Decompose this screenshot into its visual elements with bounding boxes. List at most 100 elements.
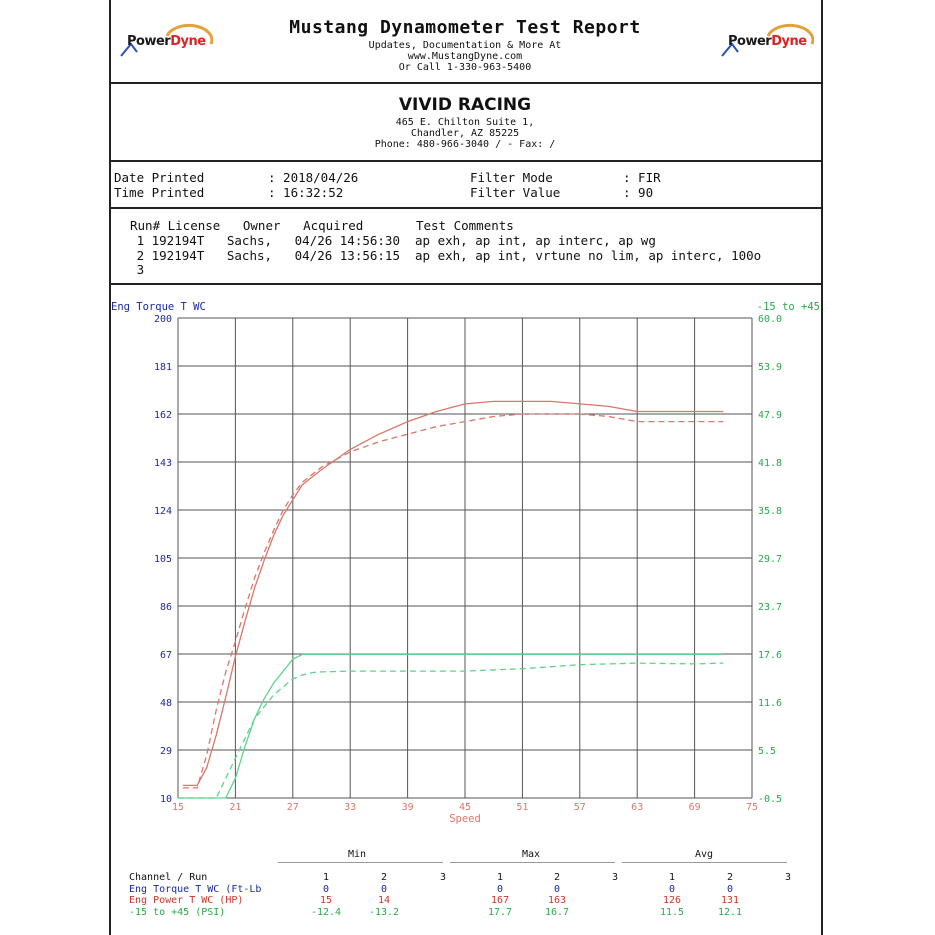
shop-address-1: 465 E. Chilton Suite 1, [395,117,535,128]
powerdyne-logo-right: PowerDyne [718,22,814,66]
left-tick-label: 29 [160,746,172,757]
x-tick-label: 45 [459,802,471,813]
x-tick-label: 57 [574,802,586,813]
filter-mode-label: Filter Mode [470,170,553,185]
right-tick-label: 11.6 [758,698,782,709]
left-tick-label: 48 [160,698,172,709]
x-tick-label: 21 [229,802,241,813]
run-row: 3 [114,262,145,277]
stats-cell-avg: 0 [726,883,734,895]
divider [109,207,823,209]
min-header: Min [348,849,367,860]
stats-row-label: Eng Torque T WC (Ft-Lb [129,883,262,895]
header-line: Updates, Documentation & More At [368,40,562,51]
shop-name: VIVID RACING [398,95,532,115]
x-tick-label: 39 [402,802,414,813]
stats-cell-max: 163 [547,895,567,906]
x-tick-label: 69 [689,802,701,813]
right-tick-label: 5.5 [758,746,776,757]
powerdyne-logo-left: PowerDyne [117,22,213,66]
run-row: 1 192194T Sachs, 04/26 14:56:30 ap exh, … [114,233,656,248]
stats-cell-max: 17.7 [487,906,513,918]
left-tick-label: 181 [154,362,172,373]
x-tick-label: 63 [631,802,643,813]
stats-cell-min: 1 [322,872,330,883]
right-tick-label: 17.6 [758,650,782,661]
stats-row-label: Eng Power T WC (HP) [129,895,244,906]
stats-cell-avg: 12.1 [717,906,743,918]
report-sheet [109,0,823,935]
date-value: : 2018/04/26 [268,170,359,185]
stats-cell-avg: 3 [784,872,792,883]
stats-cell-max: 2 [553,872,561,883]
shop-phone: Phone: 480-966-3040 / - Fax: / [374,139,556,150]
stats-cell-avg: 11.5 [659,906,685,918]
right-tick-label: 35.8 [758,506,782,517]
x-axis-title: Speed [449,813,481,825]
left-tick-label: 105 [154,554,172,565]
divider [109,160,823,162]
left-tick-label: 10 [160,794,172,805]
right-tick-label: 41.8 [758,458,782,469]
stats-row-label: -15 to +45 (PSI) [129,906,226,918]
x-tick-label: 33 [344,802,356,813]
left-axis-title: Eng Torque T WC [111,301,206,313]
x-tick-label: 27 [287,802,299,813]
right-tick-label: 47.9 [758,410,782,421]
stats-cell-min: -12.4 [310,906,342,918]
stats-row-label: Channel / Run [129,872,208,883]
stats-cell-max: 0 [553,883,561,895]
left-tick-label: 143 [154,458,172,469]
power-series-line [182,413,724,789]
dyno-chart: 15 21 27 33 39 45 51 57 63 69 75 10 -0.5 29 5.5 48 11.6 6… [111,301,820,825]
stats-cell-min: 0 [380,883,388,895]
stats-cell-avg: 2 [726,872,734,883]
filter-value-value: : 90 [623,185,654,200]
x-tick-label: 75 [746,802,758,813]
header-phone: Or Call 1-330-963-5400 [398,62,532,73]
avg-header: Avg [695,849,714,860]
left-tick-label: 86 [160,602,172,613]
divider [109,82,823,84]
stats-cell-avg: 131 [720,895,740,906]
stats-cell-min: -13.2 [368,906,400,918]
avg-rule [622,862,787,863]
x-tick-label: 51 [516,802,528,813]
max-header: Max [522,849,541,860]
boost-series-line [178,662,724,799]
boost-series-line [178,653,724,799]
stats-cell-max: 0 [496,883,504,895]
stats-cell-avg: 126 [662,895,682,906]
report-title: Mustang Dynamometer Test Report [289,17,641,38]
left-tick-label: 162 [154,410,172,421]
run-row: 2 192194T Sachs, 04/26 13:56:15 ap exh, … [114,248,762,263]
left-tick-label: 200 [154,314,172,325]
right-tick-label: 23.7 [758,602,782,613]
min-rule [278,862,443,863]
stats-cell-min: 3 [439,872,447,883]
logo-text: PowerDyne [127,34,206,49]
stats-cell-min: 2 [380,872,388,883]
max-rule [450,862,615,863]
filter-mode-value: : FIR [623,170,661,185]
logo-arc-icon [721,23,814,57]
stats-cell-avg: 1 [668,872,676,883]
stats-cell-max: 16.7 [544,906,570,918]
divider [109,283,823,285]
runs-header: Run# License Owner Acquired Test Comment… [130,218,514,233]
x-tick-label: 15 [172,802,184,813]
right-tick-label: 60.0 [758,314,782,325]
stats-cell-max: 1 [496,872,504,883]
filter-value-label: Filter Value [470,185,561,200]
right-axis-title: -15 to +45 [757,301,820,313]
left-tick-label: 67 [160,650,172,661]
stats-cell-avg: 0 [668,883,676,895]
logo-arc-icon [120,23,213,57]
right-tick-label: -0.5 [758,794,782,805]
left-tick-label: 124 [154,506,172,517]
shop-address-2: Chandler, AZ 85225 [410,128,520,139]
right-tick-label: 53.9 [758,362,782,373]
power-series-line [182,400,724,787]
time-value: : 16:32:52 [268,185,344,200]
stats-cell-max: 3 [611,872,619,883]
